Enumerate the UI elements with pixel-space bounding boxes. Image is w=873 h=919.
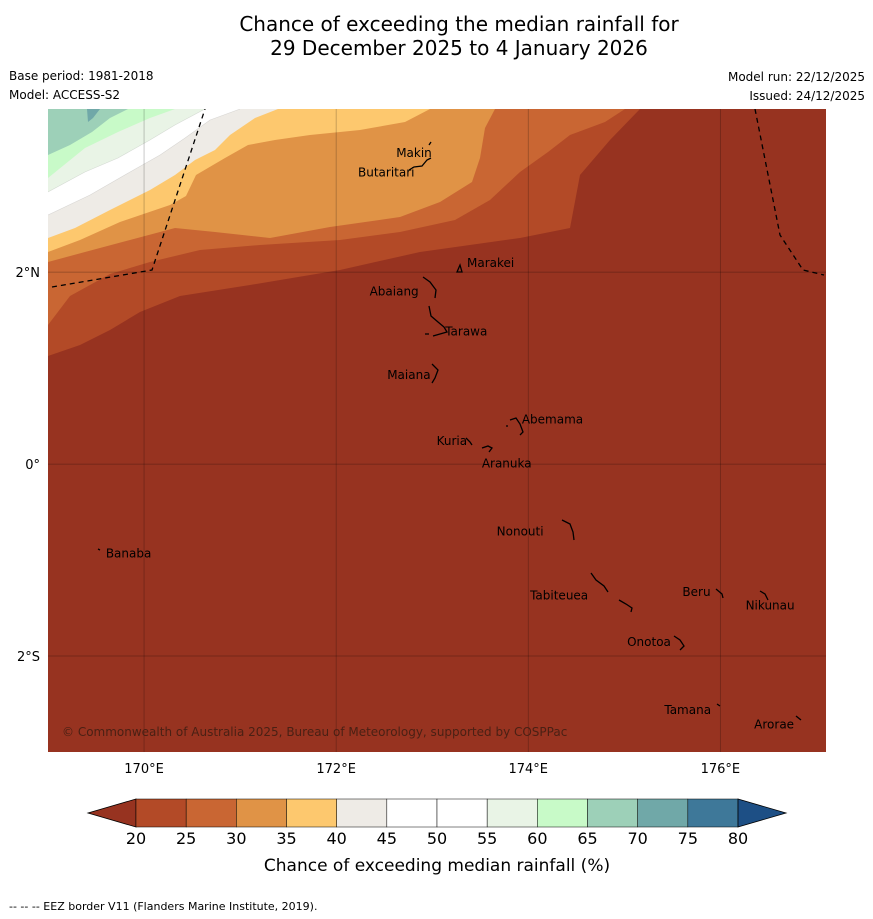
place-label-makin: Makin <box>396 146 432 160</box>
colorbar-tick-label: 70 <box>627 829 647 848</box>
place-labels: Makin Butaritari Marakei Abaiang Tarawa Maian… <box>106 146 795 731</box>
colorbar-extend-low <box>86 798 137 828</box>
axis-ticks: 170°E 172°E 174°E 176°E 2°N 0° 2°S <box>16 266 741 777</box>
colorbar-tick-label: 35 <box>276 829 296 848</box>
lon-tick-label: 174°E <box>508 762 548 777</box>
chart-title: Chance of exceeding the median rainfall … <box>0 12 873 60</box>
place-label-banaba: Banaba <box>106 547 152 561</box>
colorbar-tick-label: 20 <box>126 829 146 848</box>
colorbar-tick-label: 25 <box>176 829 196 848</box>
colorbar-tick-label: 60 <box>527 829 547 848</box>
colorbar-swatch <box>386 798 438 828</box>
colorbar-swatch <box>637 798 689 828</box>
colorbar-swatch <box>185 798 237 828</box>
island-abemama <box>506 417 524 436</box>
lat-tick-label: 2°N <box>16 266 41 281</box>
island-beru <box>715 588 724 599</box>
colorbar-swatch <box>436 798 488 828</box>
island-outlines <box>97 141 802 721</box>
colorbar-swatch <box>486 798 538 828</box>
colorbar-tick-label: 75 <box>678 829 698 848</box>
contour-lines <box>48 109 241 216</box>
place-label-marakei: Marakei <box>467 256 514 270</box>
graticule <box>48 109 826 752</box>
probability-field <box>48 109 826 752</box>
colorbar: 20 25 30 35 40 45 50 55 60 65 70 75 80 <box>86 798 788 848</box>
place-label-kuria: Kuria <box>437 434 468 448</box>
place-label-arorae: Arorae <box>754 717 794 731</box>
place-label-abemama: Abemama <box>522 413 583 427</box>
colorbar-swatch <box>537 798 588 828</box>
region-70-75 <box>87 109 100 122</box>
model-name: Model: ACCESS-S2 <box>9 88 121 102</box>
island-makin <box>428 141 432 146</box>
colorbar-swatch <box>587 798 638 828</box>
island-maiana <box>431 363 439 384</box>
eez-border-east <box>754 109 825 276</box>
lon-tick-label: 172°E <box>316 762 356 777</box>
colorbar-swatch <box>687 798 739 828</box>
island-nikunau <box>759 590 769 601</box>
colorbar-extend-high <box>737 798 788 828</box>
lon-tick-label: 170°E <box>124 762 164 777</box>
colorbar-swatch <box>236 798 287 828</box>
colorbar-tick-label: 80 <box>728 829 748 848</box>
rainfall-map: Makin Butaritari Marakei Abaiang Tarawa Maian… <box>16 109 826 876</box>
eez-footnote: -- -- -- EEZ border V11 (Flanders Marine… <box>9 900 318 913</box>
base-period: Base period: 1981-2018 <box>9 69 154 83</box>
place-label-nikunau: Nikunau <box>746 599 795 613</box>
place-label-tabiteuea: Tabiteuea <box>529 589 588 603</box>
island-marakei <box>456 263 463 273</box>
place-label-tarawa: Tarawa <box>444 325 487 339</box>
place-label-aranuka: Aranuka <box>482 457 532 471</box>
island-arorae <box>795 715 802 721</box>
model-run-date: Model run: 22/12/2025 <box>727 70 865 84</box>
lon-tick-label: 176°E <box>701 762 741 777</box>
place-label-abaiang: Abaiang <box>370 285 419 299</box>
colorbar-tick-label: 50 <box>427 829 447 848</box>
place-label-onotoa: Onotoa <box>627 635 671 649</box>
lat-tick-label: 2°S <box>17 650 40 665</box>
colorbar-tick-label: 45 <box>377 829 397 848</box>
island-abaiang <box>422 276 437 299</box>
title-line-2: 29 December 2025 to 4 January 2026 <box>270 36 648 60</box>
island-onotoa <box>673 635 685 651</box>
region-65-70 <box>48 109 128 155</box>
colorbar-tick-label: 55 <box>477 829 497 848</box>
lat-tick-label: 0° <box>25 458 40 473</box>
eez-border <box>51 109 825 288</box>
place-label-butaritari: Butaritari <box>358 166 415 180</box>
copyright-notice: © Commonwealth of Australia 2025, Bureau… <box>62 725 567 739</box>
colorbar-tick-label: 40 <box>326 829 346 848</box>
island-butaritari <box>408 157 432 171</box>
place-label-tamana: Tamana <box>663 703 711 717</box>
colorbar-swatch <box>286 798 337 828</box>
place-label-nonouti: Nonouti <box>497 524 544 538</box>
island-tamana <box>716 703 721 707</box>
island-aranuka <box>481 445 493 453</box>
island-kuria <box>465 437 473 446</box>
eez-border-west <box>51 109 206 288</box>
island-nonouti <box>561 519 575 541</box>
colorbar-swatch <box>336 798 388 828</box>
place-label-beru: Beru <box>682 585 710 599</box>
colorbar-tick-label: 30 <box>226 829 246 848</box>
island-tarawa <box>425 305 448 337</box>
title-line-1: Chance of exceeding the median rainfall … <box>239 12 679 36</box>
colorbar-tick-label: 65 <box>577 829 597 848</box>
place-label-maiana: Maiana <box>387 368 430 382</box>
island-banaba <box>97 548 101 551</box>
island-tabiteuea <box>590 572 633 613</box>
issued-date: Issued: 24/12/2025 <box>749 89 865 103</box>
colorbar-title: Chance of exceeding median rainfall (%) <box>264 856 610 876</box>
colorbar-swatch <box>135 798 187 828</box>
